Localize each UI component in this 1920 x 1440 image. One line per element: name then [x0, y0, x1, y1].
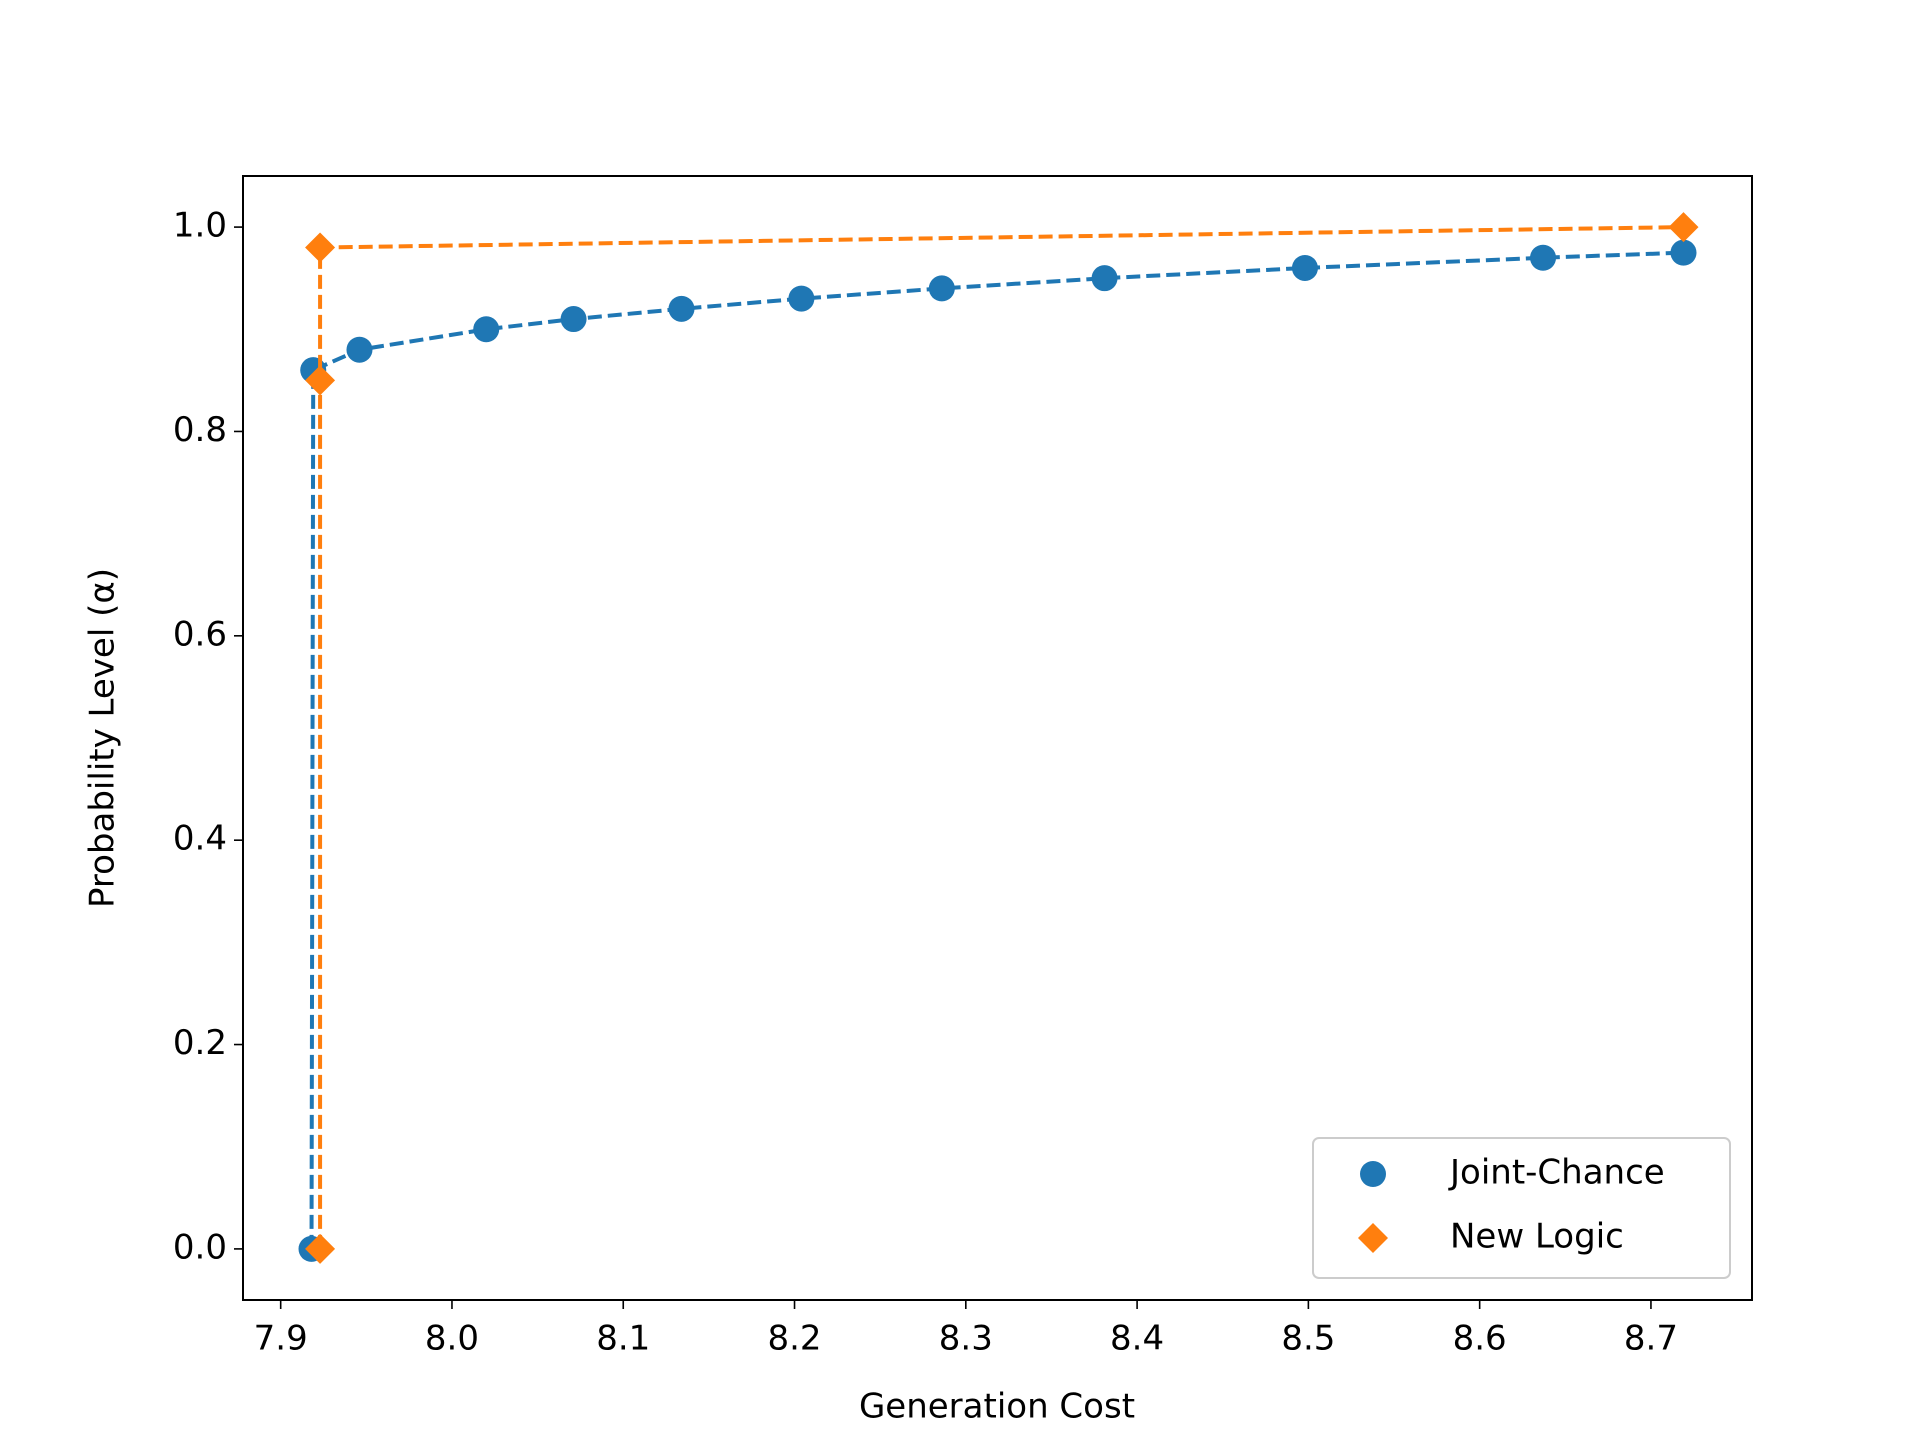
marker — [1091, 265, 1118, 292]
marker — [1530, 244, 1557, 271]
legend-box — [1312, 1137, 1731, 1279]
y-axis-label: Probability Level (α) — [83, 568, 123, 908]
marker — [305, 232, 336, 263]
marker — [560, 306, 587, 333]
marker — [305, 365, 336, 396]
x-axis-label: Generation Cost — [859, 1387, 1135, 1427]
series-line — [309, 250, 1684, 1249]
x-tick-label: 8.4 — [1110, 1319, 1164, 1359]
y-tick-label: 1.0 — [173, 206, 227, 246]
plot-area — [298, 212, 1699, 1264]
marker — [473, 316, 500, 343]
x-tick-label: 8.5 — [1281, 1319, 1335, 1359]
legend-label: Joint-Chance — [1448, 1153, 1665, 1193]
x-tick-label: 8.0 — [425, 1319, 479, 1359]
y-tick-label: 0.2 — [173, 1023, 227, 1063]
marker — [305, 1233, 336, 1264]
y-tick-label: 0.4 — [173, 819, 227, 859]
marker — [788, 285, 815, 312]
y-tick-label: 0.0 — [173, 1227, 227, 1267]
x-tick-label: 8.6 — [1453, 1319, 1507, 1359]
x-tick-label: 7.9 — [254, 1319, 308, 1359]
marker — [1668, 212, 1699, 243]
axes-frame — [242, 175, 1753, 1301]
y-tick-label: 0.6 — [173, 614, 227, 654]
x-tick-label: 8.3 — [939, 1319, 993, 1359]
marker — [1291, 254, 1318, 281]
x-tick-label: 8.2 — [767, 1319, 821, 1359]
series-line — [318, 225, 1684, 1249]
y-tick-label: 0.8 — [173, 410, 227, 450]
legend-marker — [1360, 1161, 1386, 1187]
legend-marker — [1358, 1223, 1388, 1253]
x-tick-label: 8.7 — [1624, 1319, 1678, 1359]
legend-label: New Logic — [1450, 1217, 1624, 1257]
marker — [346, 336, 373, 363]
marker — [668, 295, 695, 322]
marker — [928, 275, 955, 302]
x-tick-label: 8.1 — [596, 1319, 650, 1359]
marker — [1670, 239, 1697, 266]
